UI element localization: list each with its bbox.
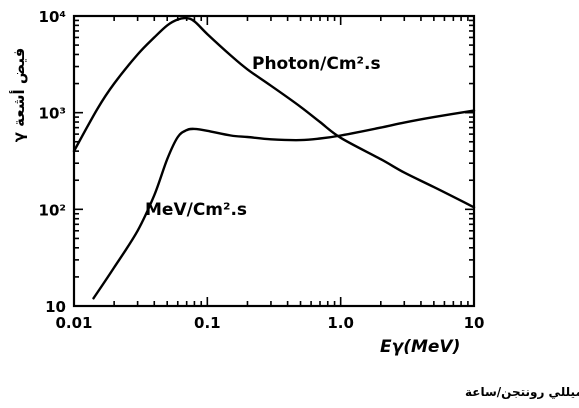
plot-frame — [72, 14, 476, 308]
x-tick-label: 10 — [464, 314, 485, 332]
figure-caption: فيض أشعة γ وطاقته المكافئة لجرعة قدرها 1… — [465, 384, 579, 400]
curves — [72, 16, 476, 300]
y-tick-label: 10² — [39, 201, 66, 219]
series-label-mev: MeV/Cm².s — [145, 200, 247, 220]
x-tick-label: 1.0 — [327, 314, 354, 332]
x-tick-label: 0.1 — [194, 314, 221, 332]
tick-labels: 0.01 0.1 1.0 10 10 10² 10³ 10⁴ — [39, 8, 485, 332]
y-tick-label: 10³ — [39, 105, 66, 123]
y-axis-title: فيض أشعة γ — [9, 48, 28, 143]
x-axis-title: Eγ(MeV) — [380, 337, 460, 357]
series-label-photon: Photon/Cm².s — [252, 54, 381, 74]
x-tick-label: 0.01 — [55, 314, 92, 332]
energy-flux-curve — [92, 109, 476, 300]
photon-flux-curve — [72, 16, 476, 209]
y-tick-label: 10 — [45, 298, 66, 316]
y-tick-label: 10⁴ — [39, 8, 66, 26]
axis-ticks — [73, 16, 474, 307]
